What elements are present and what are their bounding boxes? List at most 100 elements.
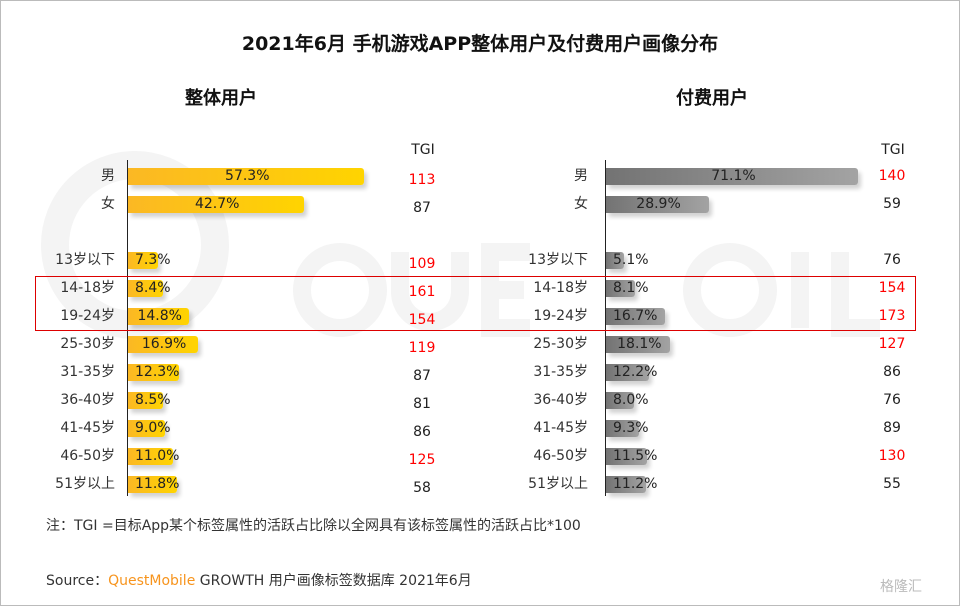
bar-value-label: 42.7% [194,196,240,212]
bar [128,420,166,437]
bar-value-label: 16.7% [613,308,658,324]
category-label: 13岁以下 [528,252,588,268]
bar-value-label: 71.1% [711,168,756,184]
axis-paying [605,160,606,496]
tgi-value: 130 [878,448,906,464]
category-label: 13岁以下 [55,252,115,268]
bar [606,308,666,325]
bar-value-label: 11.8% [135,476,180,492]
axis-overall [127,160,128,496]
bar [128,392,164,409]
category-label: 51岁以上 [55,476,115,492]
bar-value-label: 8.1% [613,280,649,296]
category-label: 14-18岁 [60,280,115,296]
tgi-value: 154 [878,280,906,296]
bar [606,448,647,465]
category-label: 36-40岁 [60,392,115,408]
bar-value-label: 8.5% [135,392,171,408]
tgi-value: 127 [878,336,906,352]
source-brand: QuestMobile [108,573,196,589]
bar [128,364,179,381]
tgi-value: 109 [408,256,436,272]
category-label: 14-18岁 [533,280,588,296]
bar [128,448,174,465]
bar [128,280,163,297]
tgi-value: 86 [413,424,431,440]
bar [606,168,859,185]
tgi-value: 81 [413,396,431,412]
bar-value-label: 14.8% [137,308,182,324]
bar-value-label: 8.0% [613,392,649,408]
bar [606,280,635,297]
category-label: 46-50岁 [60,448,115,464]
bar-value-label: 16.9% [141,336,187,352]
bar-value-label: 7.3% [135,252,171,268]
footnote: 注：TGI =目标App某个标签属性的活跃占比除以全网具有该标签属性的活跃占比*… [46,518,581,534]
tgi-header-overall: TGI [411,142,435,158]
tgi-value: 154 [408,312,436,328]
bar-value-label: 9.3% [613,420,649,436]
chart-title: 2021年6月 手机游戏APP整体用户及付费用户画像分布 [241,33,719,55]
tgi-value: 125 [408,452,436,468]
tgi-value: 87 [413,368,431,384]
bar [606,336,671,353]
watermark [41,151,880,339]
category-label: 36-40岁 [533,392,588,408]
category-label: 31-35岁 [60,364,115,380]
category-label: 女 [101,196,115,212]
panel-title-overall: 整体用户 [185,88,257,109]
bar-value-label: 9.0% [135,420,171,436]
tgi-value: 113 [408,172,436,188]
category-label: 25-30岁 [533,336,588,352]
category-label: 19-24岁 [533,308,588,324]
source-rest: GROWTH 用户画像标签数据库 2021年6月 [195,573,472,589]
tgi-value: 89 [883,420,901,436]
tgi-value: 87 [413,200,431,216]
category-label: 51岁以上 [528,476,588,492]
category-label: 男 [101,168,115,184]
tgi-value: 59 [883,196,901,212]
bar-value-label: 57.3% [225,168,270,184]
category-label: 19-24岁 [60,308,115,324]
source: Source：QuestMobile GROWTH 用户画像标签数据库 2021… [46,572,472,590]
tgi-value: 76 [883,252,901,268]
logo: 格隆汇 [880,579,922,595]
bar [128,476,177,493]
panel-title-paying: 付费用户 [676,88,748,109]
source-prefix: Source： [46,573,109,589]
tgi-value: 161 [408,284,436,300]
category-label: 31-35岁 [533,364,588,380]
bar [128,336,198,353]
bar-value-label: 11.5% [613,448,658,464]
category-label: 男 [574,168,588,184]
bar [606,364,650,381]
category-label: 41-45岁 [60,420,115,436]
bar [606,252,625,269]
bar-value-label: 11.0% [135,448,180,464]
bar [128,308,189,325]
bar-value-label: 8.4% [135,280,171,296]
tgi-value: 55 [883,476,901,492]
tgi-value: 58 [413,480,431,496]
bar [128,196,304,213]
tgi-value: 140 [878,168,906,184]
bar [606,196,709,213]
tgi-header-paying: TGI [881,142,905,158]
category-label: 25-30岁 [60,336,115,352]
bar [606,392,635,409]
tgi-value: 119 [408,340,436,356]
bar [606,476,646,493]
bar-value-label: 12.3% [135,364,180,380]
bar-value-label: 11.2% [613,476,658,492]
bar-value-label: 5.1% [613,252,649,268]
tgi-value: 76 [883,392,901,408]
tgi-value: 86 [883,364,901,380]
category-label: 46-50岁 [533,448,588,464]
bar [128,168,365,185]
bar-value-label: 18.1% [617,336,662,352]
category-label: 41-45岁 [533,420,588,436]
highlight-box [35,276,916,331]
bar-value-label: 12.2% [613,364,658,380]
bar [606,420,639,437]
tgi-value: 173 [878,308,906,324]
